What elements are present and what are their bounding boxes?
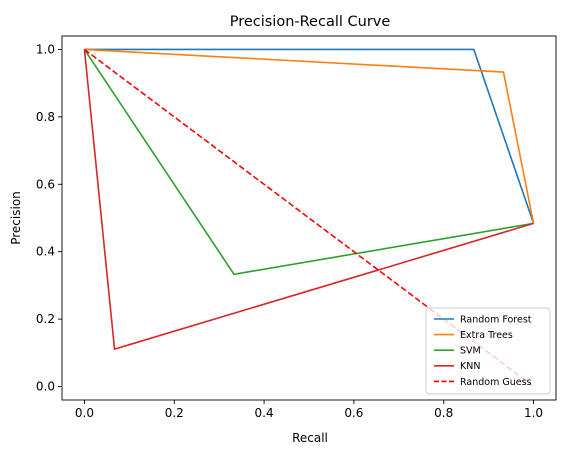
y-tick-label: 0.6	[36, 177, 55, 191]
legend-label: KNN	[460, 361, 480, 372]
x-tick-label: 0.4	[255, 406, 274, 420]
series-line-random-forest	[84, 48, 535, 224]
plot-area: 0.0 0.2 0.4 0.6 0.8 1.0 0.0 0.2 0.4 0.6 0.8 1.0 Rand…	[36, 35, 557, 420]
series-line-svm	[83, 49, 534, 276]
x-tick-label: 0.2	[165, 406, 184, 420]
chart-title: Precision-Recall Curve	[230, 14, 391, 30]
legend-label: SVM	[460, 346, 481, 357]
x-tick-label: 0.8	[434, 406, 453, 420]
y-tick-label: 0.8	[36, 110, 55, 124]
legend-label: Extra Trees	[460, 330, 513, 341]
legend-label: Random Guess	[460, 377, 532, 388]
legend-label: Random Forest	[460, 314, 532, 325]
y-tick-label: 0.4	[36, 245, 55, 259]
legend-box	[425, 307, 551, 395]
x-tick-label: 0.6	[344, 406, 363, 420]
y-tick-label: 0.2	[36, 312, 55, 326]
series-line-knn	[83, 49, 534, 350]
x-tick-label: 1.0	[524, 406, 543, 420]
y-tick-label: 0.0	[36, 380, 55, 394]
x-axis-label: Recall	[292, 431, 328, 445]
series-line-extra-trees	[84, 48, 535, 224]
y-tick-label: 1.0	[36, 42, 55, 56]
x-tick-label: 0.0	[75, 406, 94, 420]
plot-frame	[61, 35, 557, 401]
y-axis-label: Precision	[9, 191, 23, 245]
